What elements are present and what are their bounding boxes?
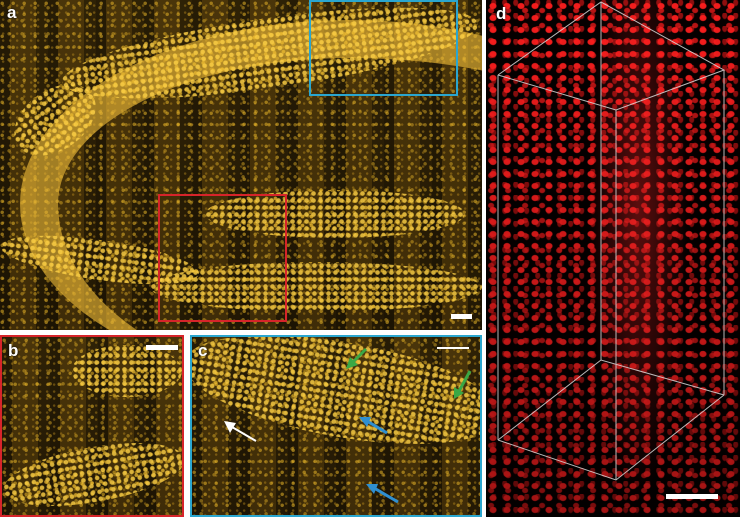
green-arrow-icon bbox=[454, 370, 472, 399]
scale-bar-d bbox=[666, 494, 718, 499]
white-arrow-icon bbox=[224, 421, 257, 442]
cell-band-middle bbox=[205, 190, 465, 238]
panel-d-volume: d bbox=[486, 0, 740, 517]
inset-c-outline bbox=[309, 0, 458, 96]
panel-b-image: b bbox=[0, 335, 184, 517]
panel-a-label: a bbox=[7, 3, 17, 22]
panel-c-image: c bbox=[190, 335, 482, 517]
blue-arrow-icon bbox=[359, 417, 388, 435]
scale-bar-c bbox=[437, 347, 469, 349]
cube-outline bbox=[497, 1, 726, 481]
panel-b-label: b bbox=[8, 341, 19, 360]
blue-arrow-icon bbox=[366, 484, 399, 504]
panel-a-image: a bbox=[0, 0, 482, 330]
panel-c-label: c bbox=[198, 341, 208, 360]
volume-shading bbox=[486, 0, 740, 517]
cell-band-c bbox=[192, 337, 480, 465]
green-arrow-icon bbox=[346, 347, 368, 369]
cell-band-b-lower bbox=[2, 431, 182, 515]
inset-b-outline bbox=[158, 194, 287, 322]
scale-bar-b bbox=[146, 345, 178, 350]
scale-bar-a bbox=[451, 314, 472, 319]
cell-band-b-upper bbox=[72, 345, 182, 397]
panel-d-label: d bbox=[496, 4, 507, 23]
cell-band-lower bbox=[150, 262, 482, 312]
